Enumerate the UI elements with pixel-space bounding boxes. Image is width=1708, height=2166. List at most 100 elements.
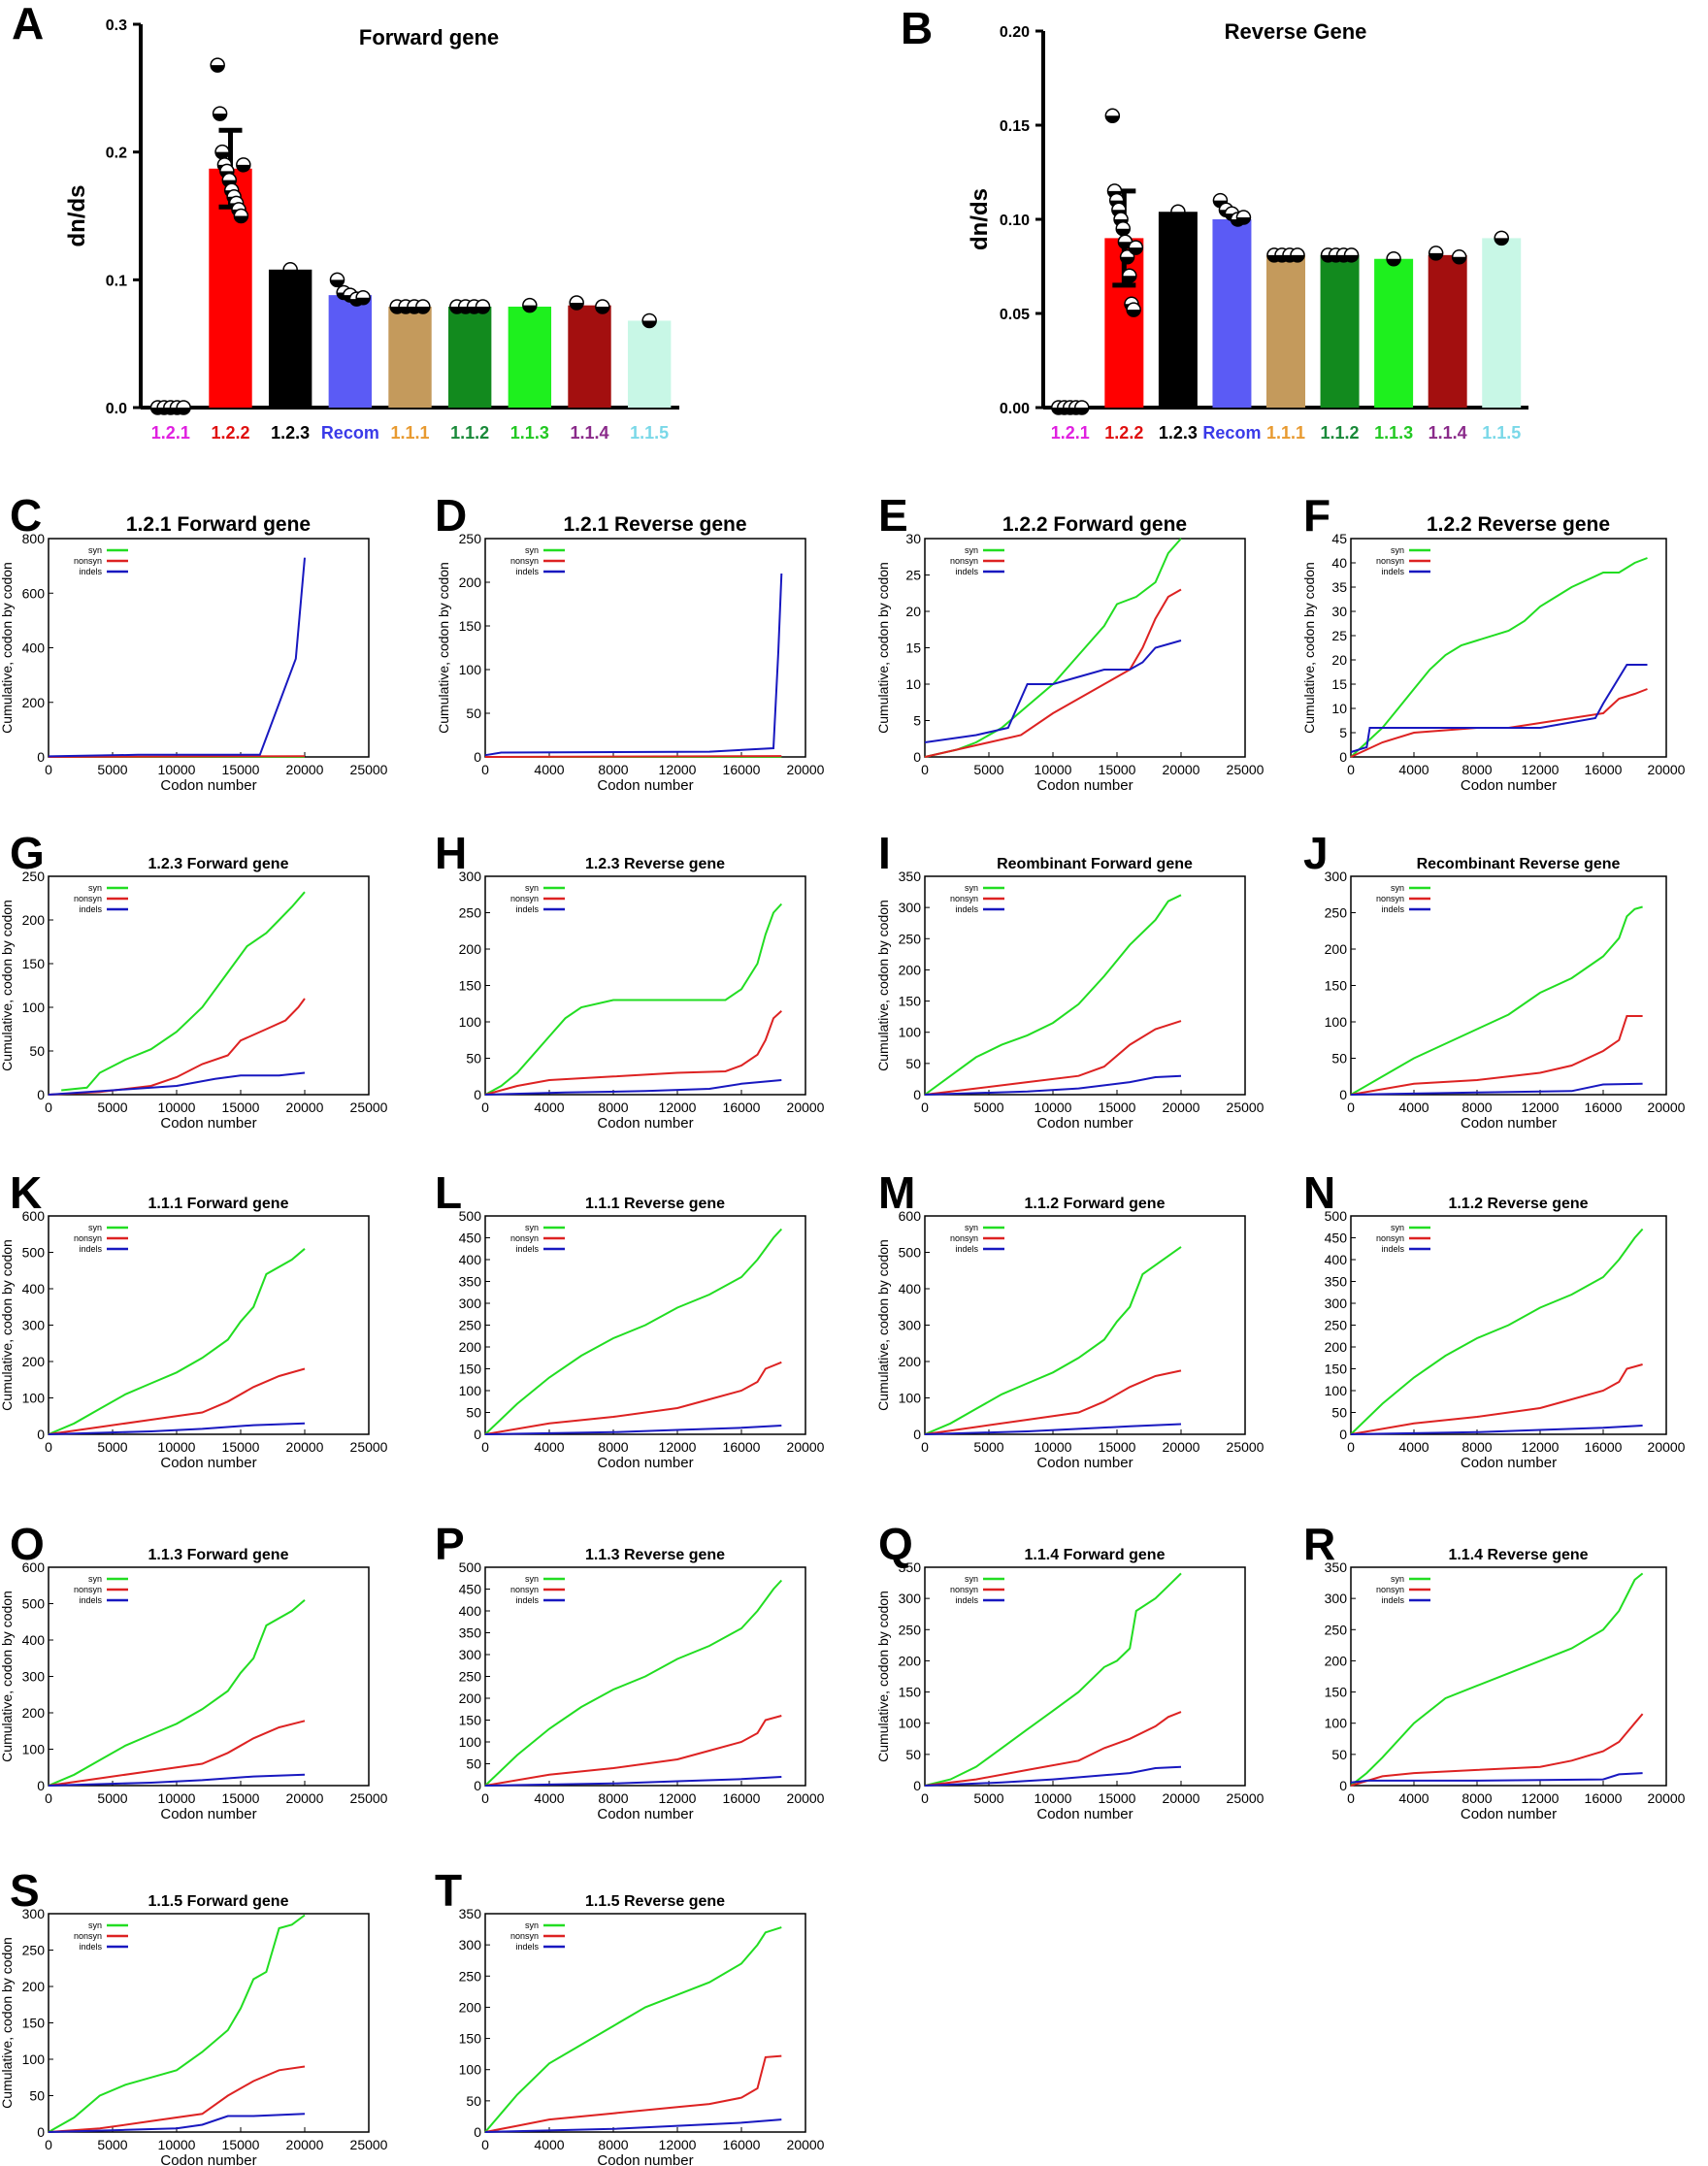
plot-frame <box>1350 538 1667 758</box>
y-tick-label: 150 <box>1325 978 1348 994</box>
y-tick-label: 400 <box>459 1252 482 1267</box>
y-axis-label: Cumulative, codon by codon <box>0 562 15 734</box>
data-point <box>641 312 657 329</box>
y-tick-label: 100 <box>1325 1716 1348 1731</box>
y-tick-label: 50 <box>1331 1747 1347 1762</box>
y-tick-label: 100 <box>1325 1383 1348 1398</box>
series-line-nonsyn <box>48 998 306 1096</box>
legend-label: nonsyn <box>950 1585 978 1594</box>
y-tick-label: 350 <box>1325 1274 1348 1290</box>
x-tick-label: 12000 <box>1522 762 1560 777</box>
y-tick-label: 100 <box>459 1734 482 1750</box>
series-line-nonsyn <box>484 1361 782 1435</box>
legend-label: indels <box>79 567 102 576</box>
x-tick-label: 5000 <box>973 1439 1003 1455</box>
point-half <box>1291 254 1304 262</box>
y-tick-label: 0.15 <box>1000 118 1030 135</box>
data-point <box>1119 249 1135 265</box>
y-tick-label: 100 <box>459 662 482 677</box>
x-tick-label: 1.2.2 <box>211 423 249 443</box>
x-tick-label: 16000 <box>1585 1790 1623 1806</box>
y-tick-label: 300 <box>899 900 922 915</box>
x-tick-label: 25000 <box>350 1790 388 1806</box>
panel-T: T 1.1.5 Reverse gene 0 4000 8000 12000 16000 20… <box>435 1865 825 2166</box>
x-tick-label: 20000 <box>1648 1790 1686 1806</box>
y-axis-label: Cumulative, codon by codon <box>875 900 891 1071</box>
x-tick-label: 20000 <box>286 2137 324 2152</box>
y-tick-label: 500 <box>899 1245 922 1261</box>
data-point <box>1428 246 1444 261</box>
series-line-indels <box>48 2113 306 2133</box>
point-half <box>330 279 345 287</box>
legend-label: nonsyn <box>74 894 102 903</box>
panel-letter: M <box>878 1167 915 1218</box>
y-tick-label: 300 <box>899 1318 922 1333</box>
legend-label: syn <box>965 1223 978 1232</box>
y-tick-label: 300 <box>459 1296 482 1311</box>
chart-title: 1.2.3 Reverse gene <box>585 856 725 872</box>
series-line-nonsyn <box>924 1020 1182 1096</box>
x-tick-label: 1.1.5 <box>1482 423 1521 443</box>
y-tick-label: 25 <box>905 568 921 583</box>
y-tick-label: 45 <box>1331 531 1347 546</box>
panel-letter: H <box>435 828 467 878</box>
y-axis-label: dn/ds <box>967 188 993 250</box>
x-tick-label: 15000 <box>1099 1439 1136 1455</box>
point-half <box>211 65 225 73</box>
series-line-indels <box>484 1079 782 1096</box>
chart-title: 1.1.5 Forward gene <box>148 1893 289 1910</box>
x-tick-label: 4000 <box>534 1790 564 1806</box>
x-tick-label: 5000 <box>973 1790 1003 1806</box>
y-tick-label: 200 <box>459 574 482 590</box>
legend-label: syn <box>88 1574 102 1584</box>
x-tick-label: 10000 <box>1035 1790 1072 1806</box>
point-half <box>595 306 609 313</box>
chart-title: 1.1.2 Forward gene <box>1025 1196 1166 1212</box>
data-point <box>236 157 251 173</box>
data-point <box>214 144 230 160</box>
plot-frame <box>484 1913 806 2133</box>
y-tick-label: 100 <box>22 1742 46 1757</box>
point-half <box>1344 254 1359 262</box>
y-tick-label: 500 <box>459 1208 482 1224</box>
y-tick-label: 400 <box>899 1281 922 1296</box>
panel-letter: T <box>435 1865 462 1916</box>
x-axis-label: Codon number <box>1461 1806 1557 1822</box>
y-tick-label: 200 <box>1325 941 1348 957</box>
bar-1.2.3 <box>1158 212 1198 408</box>
x-axis-label: Codon number <box>1036 777 1133 794</box>
legend-label: syn <box>88 545 102 555</box>
y-tick-label: 300 <box>1325 1296 1348 1311</box>
x-tick-label: 4000 <box>1398 1099 1429 1115</box>
series-line-syn <box>1350 1572 1644 1787</box>
x-tick-label: Recom <box>321 423 379 443</box>
y-tick-label: 20 <box>1331 652 1347 668</box>
x-tick-label: 12000 <box>659 1099 697 1115</box>
x-tick-label: 0 <box>921 1099 929 1115</box>
y-tick-label: 0 <box>1339 749 1347 765</box>
panel-B: B Reverse Gene dn/ds 0.00 0.05 0.10 0.15 0.20 1.… <box>901 3 1528 443</box>
legend-label: syn <box>965 1574 978 1584</box>
x-tick-label: 16000 <box>1585 762 1623 777</box>
x-tick-label: 12000 <box>1522 1439 1560 1455</box>
y-axis-label: Cumulative, codon by codon <box>875 1239 891 1411</box>
y-tick-label: 250 <box>459 905 482 921</box>
y-tick-label: 200 <box>22 695 46 710</box>
bar-1.1.2 <box>1320 254 1360 408</box>
legend-label: indels <box>1381 1244 1404 1254</box>
y-tick-label: 10 <box>905 676 921 692</box>
y-tick-label: 50 <box>466 2093 481 2109</box>
x-tick-label: 16000 <box>723 1790 761 1806</box>
series-line-indels <box>484 573 783 757</box>
y-tick-label: 0 <box>1339 1087 1347 1102</box>
panel-letter: J <box>1303 828 1329 878</box>
series-line-nonsyn <box>484 1010 782 1096</box>
legend-label: nonsyn <box>1376 894 1404 903</box>
data-point <box>569 295 584 311</box>
